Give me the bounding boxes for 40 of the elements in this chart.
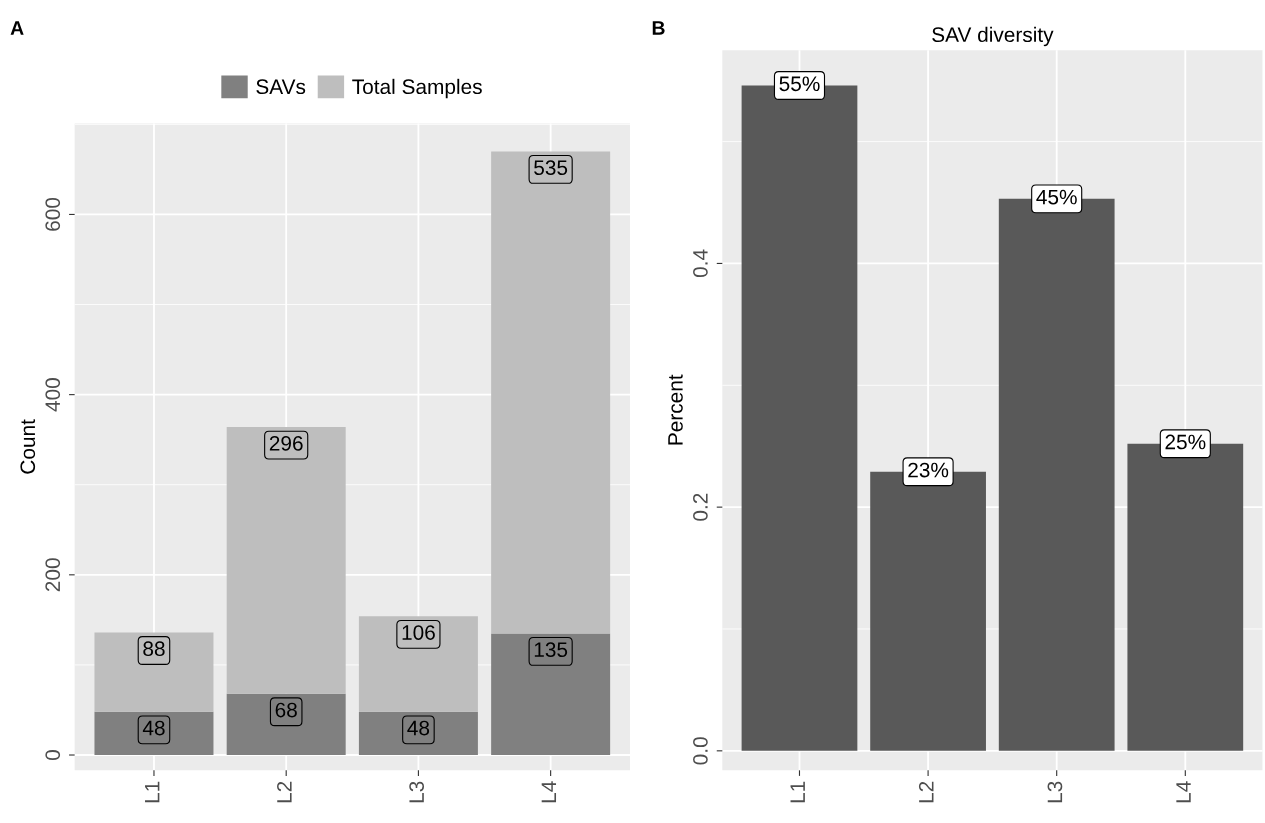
- data-label: 135: [534, 642, 568, 658]
- x-tick-label: L1: [790, 781, 805, 803]
- x-tick-label: L2: [918, 781, 934, 803]
- bar: [491, 633, 611, 756]
- legend-label: SAVs: [256, 79, 306, 95]
- bar: [226, 693, 346, 756]
- bar: [491, 151, 611, 634]
- data-label: 25%: [1165, 434, 1206, 450]
- x-tick-label: L2: [277, 781, 292, 803]
- x-tick-label: L3: [1047, 781, 1063, 803]
- x-tick-label: L1: [145, 781, 160, 803]
- data-label: 535: [534, 160, 568, 176]
- y-tick-label: 200: [45, 558, 61, 592]
- y-tick-label: 600: [45, 197, 61, 231]
- y-tick-label: 0.4: [693, 249, 708, 278]
- x-tick-label: L3: [409, 781, 425, 803]
- x-tick-label: L4: [541, 781, 557, 803]
- y-tick-label: 400: [45, 378, 61, 412]
- data-label: 106: [402, 625, 435, 640]
- legend-label: Total Samples: [352, 78, 482, 99]
- data-label: 23%: [908, 462, 949, 478]
- chart-title: SAV diversity: [932, 26, 1054, 47]
- bar: [94, 632, 214, 712]
- data-label: 48: [407, 720, 430, 736]
- data-label: 48: [142, 720, 165, 736]
- x-tick-label: L4: [1176, 781, 1191, 803]
- text: B: [652, 21, 665, 35]
- text: A: [10, 21, 24, 35]
- bar: [226, 427, 346, 694]
- data-label: 45%: [1036, 189, 1077, 205]
- data-label: 296: [269, 435, 303, 451]
- y-tick-label: 0.0: [693, 737, 708, 765]
- data-label: 55%: [779, 76, 820, 92]
- y-tick-label: 0: [45, 750, 61, 760]
- data-label: 68: [275, 702, 297, 718]
- y-axis-title: Percent: [668, 374, 683, 445]
- y-axis-title: Count: [20, 419, 36, 474]
- y-tick-label: 0.2: [693, 493, 708, 521]
- data-label: 88: [143, 641, 165, 657]
- bar: [358, 616, 478, 712]
